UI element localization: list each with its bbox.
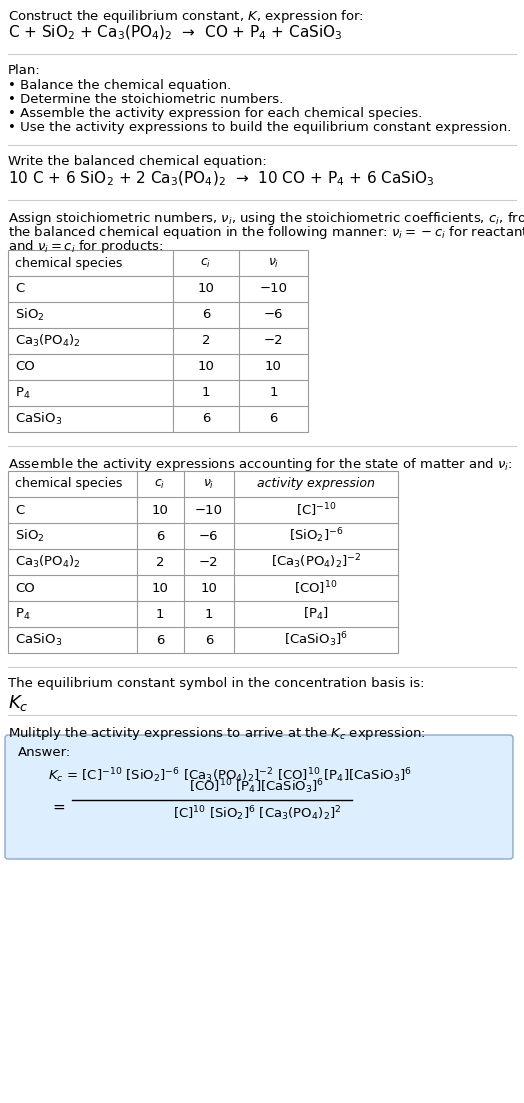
Text: 10: 10 (265, 361, 282, 374)
Text: The equilibrium constant symbol in the concentration basis is:: The equilibrium constant symbol in the c… (8, 677, 424, 690)
Text: −2: −2 (264, 334, 283, 347)
Text: $\nu_i$: $\nu_i$ (268, 257, 279, 269)
Text: and $\nu_i = c_i$ for products:: and $\nu_i = c_i$ for products: (8, 238, 163, 255)
Text: Ca$_3$(PO$_4$)$_2$: Ca$_3$(PO$_4$)$_2$ (15, 333, 81, 349)
Text: CaSiO$_3$: CaSiO$_3$ (15, 411, 62, 427)
Text: −6: −6 (199, 529, 219, 543)
Text: • Assemble the activity expression for each chemical species.: • Assemble the activity expression for e… (8, 107, 422, 120)
Text: 6: 6 (202, 309, 210, 321)
Text: Ca$_3$(PO$_4$)$_2$: Ca$_3$(PO$_4$)$_2$ (15, 554, 81, 570)
Text: −10: −10 (195, 503, 223, 516)
Text: 10: 10 (198, 361, 214, 374)
Text: Assemble the activity expressions accounting for the state of matter and $\nu_i$: Assemble the activity expressions accoun… (8, 456, 512, 473)
Text: 6: 6 (202, 413, 210, 426)
Text: 10: 10 (200, 581, 217, 595)
Text: 2: 2 (202, 334, 210, 347)
Bar (8, 250, 308, 432)
Text: $K_c$ = [C]$^{-10}$ [SiO$_2$]$^{-6}$ [Ca$_3$(PO$_4$)$_2$]$^{-2}$ [CO]$^{10}$ [P$: $K_c$ = [C]$^{-10}$ [SiO$_2$]$^{-6}$ [Ca… (48, 765, 412, 784)
Text: −10: −10 (259, 282, 288, 296)
Text: Assign stoichiometric numbers, $\nu_i$, using the stoichiometric coefficients, $: Assign stoichiometric numbers, $\nu_i$, … (8, 210, 524, 227)
Text: −2: −2 (199, 556, 219, 568)
Text: CO: CO (15, 361, 35, 374)
Text: Mulitply the activity expressions to arrive at the $K_c$ expression:: Mulitply the activity expressions to arr… (8, 725, 426, 742)
Text: [Ca$_3$(PO$_4$)$_2$]$^{-2}$: [Ca$_3$(PO$_4$)$_2$]$^{-2}$ (271, 553, 361, 571)
Text: [CO]$^{10}$: [CO]$^{10}$ (294, 579, 338, 597)
Text: 10 C + 6 SiO$_2$ + 2 Ca$_3$(PO$_4$)$_2$  →  10 CO + P$_4$ + 6 CaSiO$_3$: 10 C + 6 SiO$_2$ + 2 Ca$_3$(PO$_4$)$_2$ … (8, 170, 435, 189)
Text: 1: 1 (156, 608, 165, 621)
Text: • Use the activity expressions to build the equilibrium constant expression.: • Use the activity expressions to build … (8, 121, 511, 133)
Text: C: C (15, 503, 24, 516)
Text: $c_i$: $c_i$ (200, 257, 212, 269)
Text: 1: 1 (269, 386, 278, 399)
FancyBboxPatch shape (5, 735, 513, 859)
Text: 10: 10 (151, 581, 169, 595)
Text: [P$_4$]: [P$_4$] (303, 606, 329, 622)
Text: 2: 2 (156, 556, 165, 568)
Text: 10: 10 (198, 282, 214, 296)
Text: CO: CO (15, 581, 35, 595)
Text: Plan:: Plan: (8, 64, 41, 77)
Text: $c_i$: $c_i$ (155, 478, 166, 491)
Text: the balanced chemical equation in the following manner: $\nu_i = -c_i$ for react: the balanced chemical equation in the fo… (8, 224, 524, 240)
Text: SiO$_2$: SiO$_2$ (15, 307, 45, 323)
Text: 6: 6 (156, 529, 165, 543)
Text: Construct the equilibrium constant, $K$, expression for:: Construct the equilibrium constant, $K$,… (8, 8, 364, 25)
Text: 6: 6 (156, 633, 165, 646)
Text: $K_c$: $K_c$ (8, 693, 29, 713)
Bar (8, 471, 398, 653)
Text: chemical species: chemical species (15, 478, 123, 491)
Text: 1: 1 (204, 608, 213, 621)
Text: 10: 10 (151, 503, 169, 516)
Text: • Balance the chemical equation.: • Balance the chemical equation. (8, 79, 231, 92)
Text: Answer:: Answer: (18, 746, 71, 759)
Text: chemical species: chemical species (15, 257, 123, 269)
Text: −6: −6 (264, 309, 283, 321)
Text: [CaSiO$_3$]$^6$: [CaSiO$_3$]$^6$ (284, 631, 348, 650)
Text: [C]$^{-10}$: [C]$^{-10}$ (296, 501, 336, 518)
Text: P$_4$: P$_4$ (15, 385, 30, 400)
Text: C + SiO$_2$ + Ca$_3$(PO$_4$)$_2$  →  CO + P$_4$ + CaSiO$_3$: C + SiO$_2$ + Ca$_3$(PO$_4$)$_2$ → CO + … (8, 24, 343, 42)
Text: [CO]$^{10}$ [P$_4$][CaSiO$_3$]$^6$: [CO]$^{10}$ [P$_4$][CaSiO$_3$]$^6$ (189, 778, 324, 796)
Text: $\nu_i$: $\nu_i$ (203, 478, 214, 491)
Text: [SiO$_2$]$^{-6}$: [SiO$_2$]$^{-6}$ (289, 526, 343, 545)
Text: [C]$^{10}$ [SiO$_2$]$^6$ [Ca$_3$(PO$_4$)$_2$]$^2$: [C]$^{10}$ [SiO$_2$]$^6$ [Ca$_3$(PO$_4$)… (173, 804, 341, 823)
Text: C: C (15, 282, 24, 296)
Text: 6: 6 (205, 633, 213, 646)
Text: SiO$_2$: SiO$_2$ (15, 528, 45, 544)
Text: CaSiO$_3$: CaSiO$_3$ (15, 632, 62, 649)
Text: activity expression: activity expression (257, 478, 375, 491)
Text: P$_4$: P$_4$ (15, 607, 30, 622)
Text: 1: 1 (202, 386, 210, 399)
Text: • Determine the stoichiometric numbers.: • Determine the stoichiometric numbers. (8, 93, 283, 106)
Text: =: = (52, 800, 65, 815)
Text: Write the balanced chemical equation:: Write the balanced chemical equation: (8, 156, 267, 168)
Text: 6: 6 (269, 413, 278, 426)
